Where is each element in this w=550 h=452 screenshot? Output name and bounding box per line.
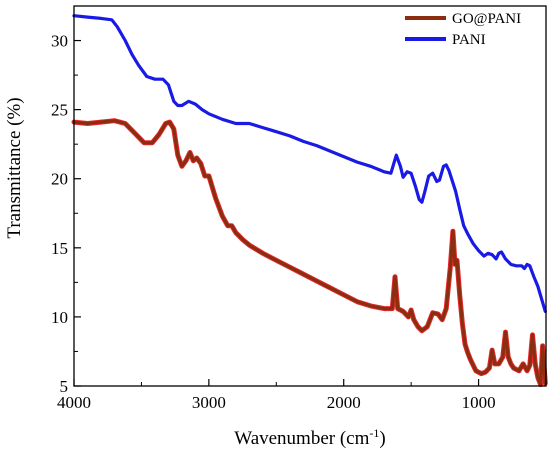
x-tick-label: 1000 [462,393,496,412]
x-axis-label-superscript: -1 [369,426,379,440]
y-tick-label: 25 [51,101,68,120]
legend-label-pani: PANI [452,32,486,48]
x-tick-label: 2000 [327,393,361,412]
y-tick-label: 5 [60,377,69,396]
series-line-go-pani [72,119,547,387]
series-line-pani [72,14,547,313]
y-tick-label: 20 [51,170,68,189]
plot-frame [73,5,547,387]
axis-ticks: 4000 3000 2000 1000 5 10 15 20 25 30 [51,32,547,412]
series-line-go-pani-highlight [71,118,548,388]
y-tick-label: 10 [51,308,68,327]
legend-label-go-pani: GO@PANI [452,11,521,27]
y-tick-label: 15 [51,239,68,258]
legend: GO@PANI PANI [405,11,521,48]
x-axis-label: Wavenumber (cm-1) [234,426,385,449]
x-tick-label: 3000 [192,393,226,412]
x-tick-label: 4000 [57,393,91,412]
series-lines [71,14,548,388]
x-axis-label-end: ) [379,428,385,449]
y-axis-label: Transmittance (%) [4,97,25,238]
y-tick-label: 30 [51,32,68,51]
x-axis-label-main: Wavenumber (cm [234,428,369,449]
